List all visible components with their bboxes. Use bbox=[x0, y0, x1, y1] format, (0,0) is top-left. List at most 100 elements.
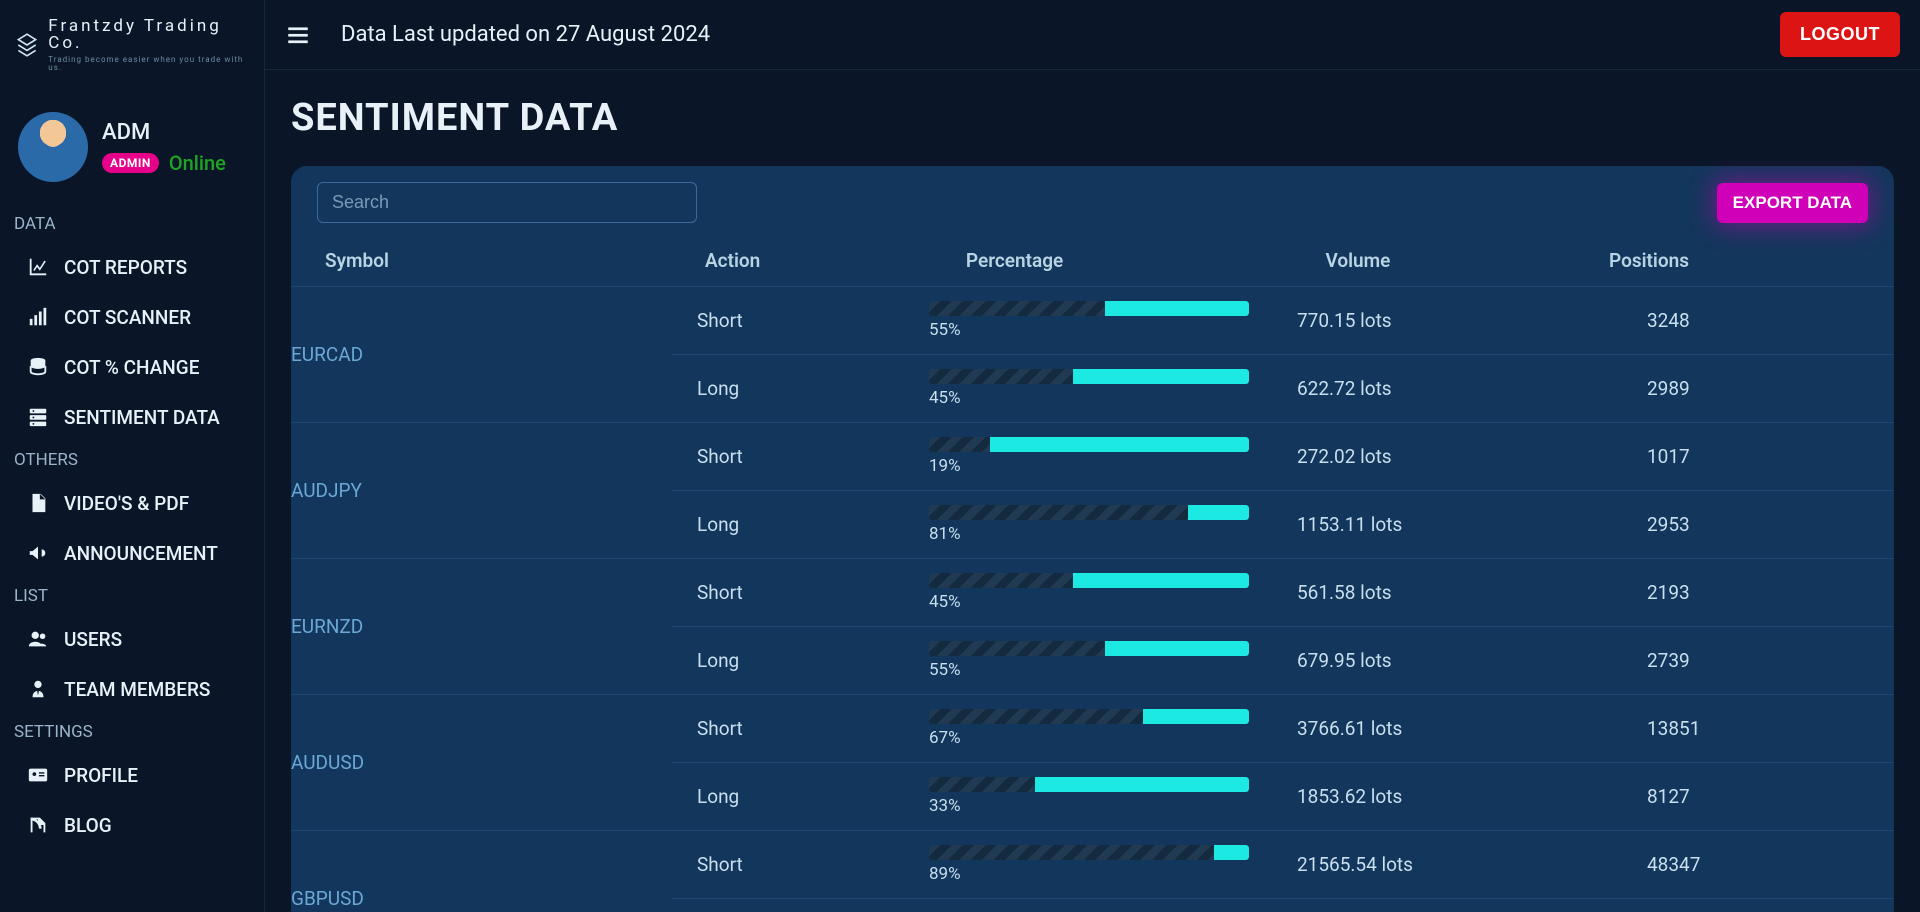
percentage-cell: 45% bbox=[903, 559, 1271, 627]
volume-cell: 2564.26 lots bbox=[1271, 899, 1621, 912]
logout-button[interactable]: LOGOUT bbox=[1780, 12, 1900, 57]
progress-bar bbox=[929, 369, 1249, 384]
volume-cell: 561.58 lots bbox=[1271, 559, 1621, 627]
server-icon bbox=[26, 405, 50, 429]
table-header-row: Symbol Action Percentage Volume Position… bbox=[291, 235, 1894, 287]
percentage-label: 81% bbox=[929, 524, 1249, 544]
volume-cell: 679.95 lots bbox=[1271, 627, 1621, 695]
nav: DATACOT REPORTS COT SCANNER COT % CHANGE SE… bbox=[0, 206, 264, 850]
sub-row: Long11%2564.26 lots8084 bbox=[671, 899, 1894, 912]
col-positions: Positions bbox=[1575, 235, 1894, 287]
blog-icon bbox=[26, 813, 50, 837]
nav-section-title: OTHERS bbox=[0, 442, 264, 478]
action-cell: Long bbox=[671, 627, 903, 695]
progress-bar bbox=[929, 505, 1249, 520]
profile-name: ADM bbox=[102, 120, 226, 145]
avatar[interactable] bbox=[18, 112, 88, 182]
nav-item-team-members[interactable]: TEAM MEMBERS bbox=[0, 664, 264, 714]
progress-bar-fill bbox=[1073, 369, 1249, 384]
positions-cell: 8127 bbox=[1621, 763, 1894, 831]
profile-meta: ADM ADMIN Online bbox=[102, 120, 226, 175]
user-tie-icon bbox=[26, 677, 50, 701]
volume-cell: 622.72 lots bbox=[1271, 355, 1621, 423]
nav-item-blog[interactable]: BLOG bbox=[0, 800, 264, 850]
nav-item-cot-scanner[interactable]: COT SCANNER bbox=[0, 292, 264, 342]
database-icon bbox=[26, 355, 50, 379]
chart-line-icon bbox=[26, 255, 50, 279]
nav-section-title: SETTINGS bbox=[0, 714, 264, 750]
nav-item-label: COT SCANNER bbox=[64, 306, 191, 329]
last-updated: Data Last updated on 27 August 2024 bbox=[341, 22, 710, 47]
nav-item-label: VIDEO'S & PDF bbox=[64, 492, 189, 515]
menu-toggle-icon[interactable] bbox=[285, 22, 311, 48]
profile: ADM ADMIN Online bbox=[0, 94, 264, 206]
brand: Frantzdy Trading Co. Trading become easi… bbox=[0, 18, 264, 94]
nav-item-sentiment-data[interactable]: SENTIMENT DATA bbox=[0, 392, 264, 442]
percentage-label: 45% bbox=[929, 592, 1249, 612]
action-cell: Long bbox=[671, 899, 903, 912]
nav-item-announcement[interactable]: ANNOUNCEMENT bbox=[0, 528, 264, 578]
positions-cell: 3248 bbox=[1621, 287, 1894, 355]
nav-item-users[interactable]: USERS bbox=[0, 614, 264, 664]
search-input[interactable] bbox=[317, 182, 697, 223]
brand-subtitle: Trading become easier when you trade wit… bbox=[48, 56, 250, 72]
progress-bar-fill bbox=[1073, 573, 1249, 588]
app-root: Frantzdy Trading Co. Trading become easi… bbox=[0, 0, 1920, 912]
sub-row-container: Short89%21565.54 lots48347Long11%2564.26… bbox=[671, 831, 1894, 912]
id-card-icon bbox=[26, 763, 50, 787]
nav-item-cot-reports[interactable]: COT REPORTS bbox=[0, 242, 264, 292]
progress-bar bbox=[929, 641, 1249, 656]
symbol-cell[interactable]: AUDJPY bbox=[291, 423, 671, 559]
percentage-cell: 67% bbox=[903, 695, 1271, 763]
volume-cell: 272.02 lots bbox=[1271, 423, 1621, 491]
sub-row: Long33%1853.62 lots8127 bbox=[671, 763, 1894, 831]
sub-row: Long45%622.72 lots2989 bbox=[671, 355, 1894, 423]
symbol-cell[interactable]: AUDUSD bbox=[291, 695, 671, 831]
col-action: Action bbox=[671, 235, 932, 287]
sub-row: Short19%272.02 lots1017 bbox=[671, 423, 1894, 491]
volume-cell: 1153.11 lots bbox=[1271, 491, 1621, 559]
nav-item-profile[interactable]: PROFILE bbox=[0, 750, 264, 800]
sub-row-container: Short67%3766.61 lots13851Long33%1853.62 … bbox=[671, 695, 1894, 831]
positions-cell: 2739 bbox=[1621, 627, 1894, 695]
percentage-cell: 89% bbox=[903, 831, 1271, 899]
action-cell: Short bbox=[671, 695, 903, 763]
volume-cell: 1853.62 lots bbox=[1271, 763, 1621, 831]
role-badge: ADMIN bbox=[102, 153, 159, 173]
volume-cell: 21565.54 lots bbox=[1271, 831, 1621, 899]
nav-item-label: ANNOUNCEMENT bbox=[64, 542, 218, 565]
progress-bar bbox=[929, 301, 1249, 316]
nav-item-label: PROFILE bbox=[64, 764, 138, 787]
table-row: EURCADShort55%770.15 lots3248Long45%622.… bbox=[291, 287, 1894, 423]
export-button[interactable]: EXPORT DATA bbox=[1717, 183, 1868, 223]
action-cell: Short bbox=[671, 559, 903, 627]
sub-row: Short55%770.15 lots3248 bbox=[671, 287, 1894, 355]
symbol-cell[interactable]: GBPUSD bbox=[291, 831, 671, 912]
percentage-cell: 55% bbox=[903, 287, 1271, 355]
progress-bar bbox=[929, 845, 1249, 860]
brand-text: Frantzdy Trading Co. Trading become easi… bbox=[48, 18, 250, 72]
percentage-label: 33% bbox=[929, 796, 1249, 816]
percentage-cell: 11% bbox=[903, 899, 1271, 912]
volume-cell: 3766.61 lots bbox=[1271, 695, 1621, 763]
symbol-cell[interactable]: EURNZD bbox=[291, 559, 671, 695]
nav-item-cot-change[interactable]: COT % CHANGE bbox=[0, 342, 264, 392]
nav-item-video-s-pdf[interactable]: VIDEO'S & PDF bbox=[0, 478, 264, 528]
brand-title: Frantzdy Trading Co. bbox=[48, 18, 250, 52]
positions-cell: 2193 bbox=[1621, 559, 1894, 627]
positions-cell: 8084 bbox=[1621, 899, 1894, 912]
symbol-cell[interactable]: EURCAD bbox=[291, 287, 671, 423]
sub-row: Short89%21565.54 lots48347 bbox=[671, 831, 1894, 899]
nav-item-label: COT % CHANGE bbox=[64, 356, 199, 379]
nav-section-title: DATA bbox=[0, 206, 264, 242]
progress-bar bbox=[929, 777, 1249, 792]
positions-cell: 2989 bbox=[1621, 355, 1894, 423]
main: Data Last updated on 27 August 2024 LOGO… bbox=[265, 0, 1920, 912]
progress-bar-fill bbox=[1105, 641, 1249, 656]
action-cell: Long bbox=[671, 491, 903, 559]
progress-bar bbox=[929, 573, 1249, 588]
progress-bar-fill bbox=[1214, 845, 1249, 860]
sentiment-table: Symbol Action Percentage Volume Position… bbox=[291, 235, 1894, 912]
page-title: SENTIMENT DATA bbox=[291, 96, 1894, 140]
sub-row: Short 45% 561.58 lots2193 bbox=[671, 559, 1894, 627]
